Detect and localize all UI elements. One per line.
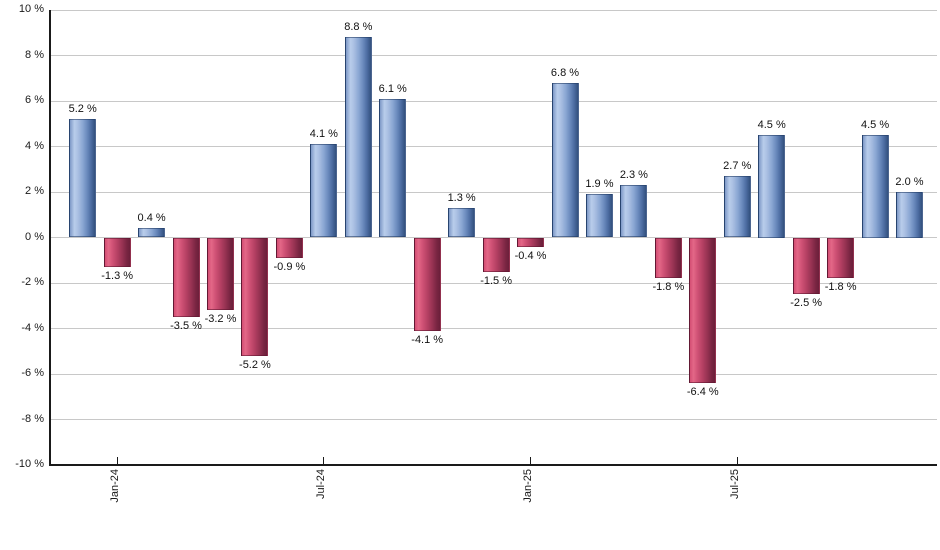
x-axis-tick-label: Jan-24 — [108, 469, 121, 503]
bar — [344, 37, 372, 238]
x-axis-tick — [116, 457, 118, 465]
bar — [551, 82, 579, 238]
y-axis-tick-label: 8 % — [25, 48, 44, 61]
y-axis-tick-label: -6 % — [21, 367, 44, 379]
gridline — [51, 282, 937, 284]
bar-value-label: 2.0 % — [895, 176, 924, 188]
bar-value-label: -5.2 % — [239, 358, 271, 371]
gridline — [51, 373, 937, 375]
bar — [379, 98, 407, 238]
gridline — [51, 55, 937, 56]
y-axis-tick-label: 2 % — [25, 185, 44, 197]
bar — [758, 135, 786, 238]
bar — [482, 237, 510, 272]
bar-value-label: -3.2 % — [204, 313, 237, 326]
bar-value-label: -0.4 % — [514, 249, 547, 262]
bar — [103, 237, 131, 268]
bar-value-label: -0.9 % — [273, 260, 306, 273]
bar-value-label: 4.1 % — [309, 128, 338, 141]
bar-value-label: -4.1 % — [411, 333, 444, 346]
y-axis-tick-label: 0 % — [25, 230, 44, 243]
bar — [792, 237, 820, 295]
bar — [138, 228, 166, 238]
y-axis-tick-label: 10 % — [18, 3, 44, 15]
y-axis-tick-label: -2 % — [21, 276, 44, 288]
bar-value-label: 4.5 % — [860, 119, 890, 132]
y-axis-tick-label: 6 % — [25, 94, 44, 106]
y-axis-tick-label: -10 % — [15, 458, 44, 470]
bar — [723, 176, 751, 238]
x-axis-tick-label: Jul-25 — [728, 469, 741, 499]
bar-value-label: -6.4 % — [686, 386, 719, 399]
y-axis-tick-label: -4 % — [21, 321, 44, 334]
bar — [896, 192, 923, 238]
bar-value-label: 6.1 % — [378, 82, 407, 95]
bar-value-label: 6.8 % — [550, 66, 580, 79]
gridline — [51, 100, 937, 102]
bar-value-label: -2.5 % — [790, 297, 823, 310]
bar-value-label: -1.8 % — [652, 281, 685, 294]
bar-value-label: 4.5 % — [757, 119, 786, 132]
bar — [413, 237, 441, 331]
bar — [861, 135, 889, 238]
bar-value-label: -1.3 % — [101, 270, 134, 283]
bar-value-label: -1.8 % — [824, 281, 857, 294]
bar — [517, 237, 545, 247]
gridline — [51, 146, 937, 147]
y-axis-tick-label: -8 % — [21, 412, 44, 425]
x-axis-tick-label: Jan-25 — [522, 469, 535, 503]
bar — [654, 237, 682, 279]
gridline — [51, 419, 937, 420]
x-axis-tick — [530, 457, 532, 465]
x-axis-tick-label: Jul-24 — [315, 469, 328, 499]
bar — [448, 207, 476, 238]
x-axis-tick — [736, 457, 738, 465]
gridline — [51, 191, 937, 193]
bar — [241, 237, 269, 356]
bar-value-label: 2.7 % — [723, 160, 752, 173]
bar — [585, 194, 613, 238]
x-axis-tick — [323, 457, 325, 465]
gridline — [51, 328, 937, 329]
bar — [689, 237, 717, 384]
bar-value-label: 2.3 % — [619, 169, 648, 182]
bar-value-label: 5.2 % — [68, 103, 97, 116]
bar-value-label: 0.4 % — [137, 212, 166, 225]
plot-area: 5.2 % -1.3 % 0.4 % -3.5 % -3.2 % -5.2 % -0.9 %… — [49, 9, 937, 466]
bar-value-label: -1.5 % — [480, 274, 512, 287]
bar — [207, 237, 234, 311]
bar-value-label: 8.8 % — [344, 21, 373, 34]
gridline — [51, 9, 937, 11]
bar — [172, 237, 200, 318]
bar — [620, 185, 648, 238]
bar — [310, 144, 338, 238]
bar — [827, 237, 855, 279]
bar-value-label: 1.3 % — [447, 191, 476, 204]
bar — [69, 119, 97, 238]
bar-value-label: 1.9 % — [585, 178, 614, 191]
bar-value-label: -3.5 % — [170, 320, 202, 333]
bar — [275, 237, 303, 258]
y-axis-tick-label: 4 % — [25, 139, 44, 152]
